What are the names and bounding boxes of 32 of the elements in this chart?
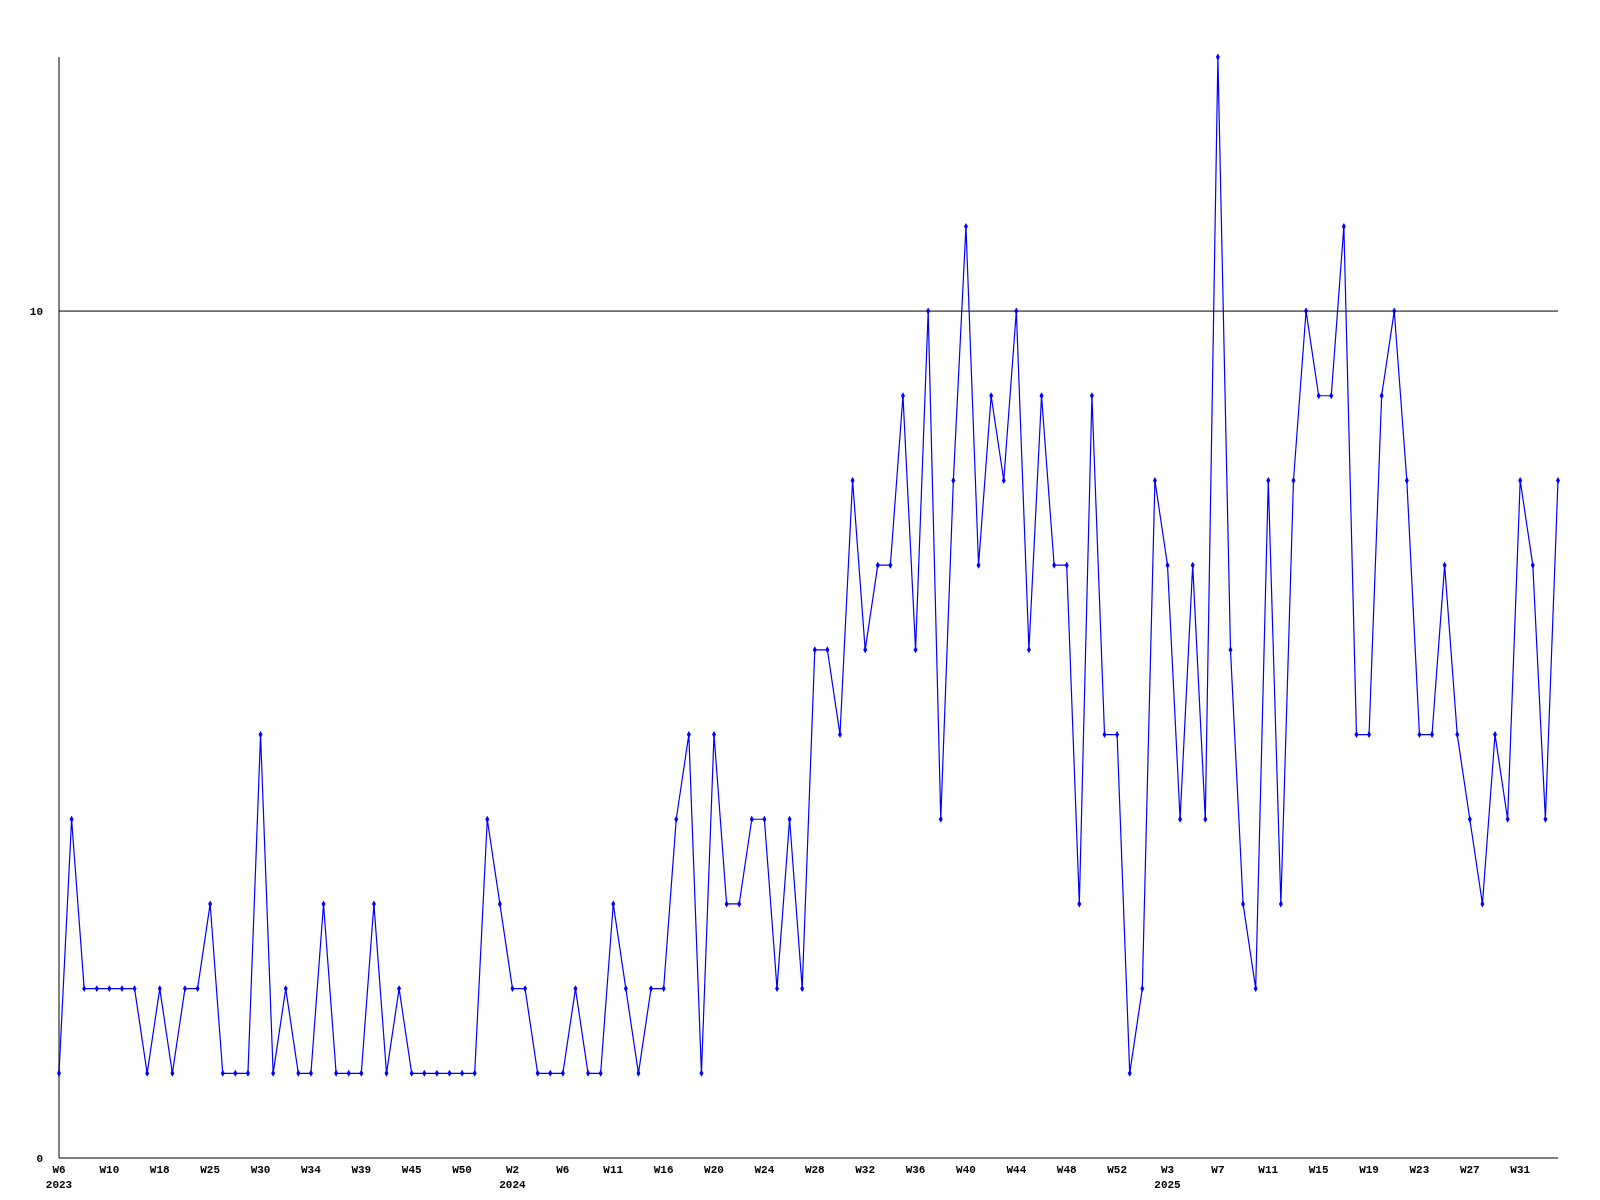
x-tick-label: W32	[855, 1164, 876, 1176]
x-tick-label: W31	[1510, 1164, 1531, 1176]
x-tick-label: W2 2024	[499, 1164, 527, 1191]
x-tick-label: W27	[1459, 1164, 1480, 1176]
x-tick-label: W40	[956, 1164, 976, 1176]
x-tick-label: W44	[1006, 1164, 1027, 1176]
x-tick-label: W24	[754, 1164, 775, 1176]
x-tick-label: W11	[603, 1164, 624, 1176]
x-tick-label: W39	[351, 1164, 372, 1176]
x-tick-label: W25	[200, 1164, 221, 1176]
x-tick-label: W50	[452, 1164, 472, 1176]
x-tick-label: W7	[1211, 1164, 1225, 1176]
x-tick-label: W23	[1409, 1164, 1430, 1176]
x-tick-label: W20	[704, 1164, 724, 1176]
x-tick-label: W10	[99, 1164, 120, 1176]
x-tick-label: W19	[1359, 1164, 1379, 1176]
x-tick-label: W36	[905, 1164, 926, 1176]
x-tick-label: W6 2023	[45, 1164, 73, 1191]
x-tick-label: W45	[401, 1164, 422, 1176]
y-tick-label: 0	[36, 1152, 43, 1165]
x-tick-label: W18	[149, 1164, 171, 1176]
x-tick-label: W52	[1107, 1164, 1128, 1176]
x-tick-label: W6	[556, 1164, 570, 1176]
x-tick-label: W11	[1258, 1164, 1279, 1176]
x-tick-label: W34	[301, 1164, 322, 1176]
y-tick-label: 10	[29, 305, 43, 318]
x-tick-label: W16	[653, 1164, 674, 1176]
x-tick-label: W15	[1308, 1164, 1329, 1176]
x-tick-label: W48	[1056, 1164, 1078, 1176]
x-tick-label: W28	[804, 1164, 826, 1176]
x-tick-label: W30	[250, 1164, 271, 1176]
x-tick-label: W3 2025	[1154, 1164, 1182, 1191]
